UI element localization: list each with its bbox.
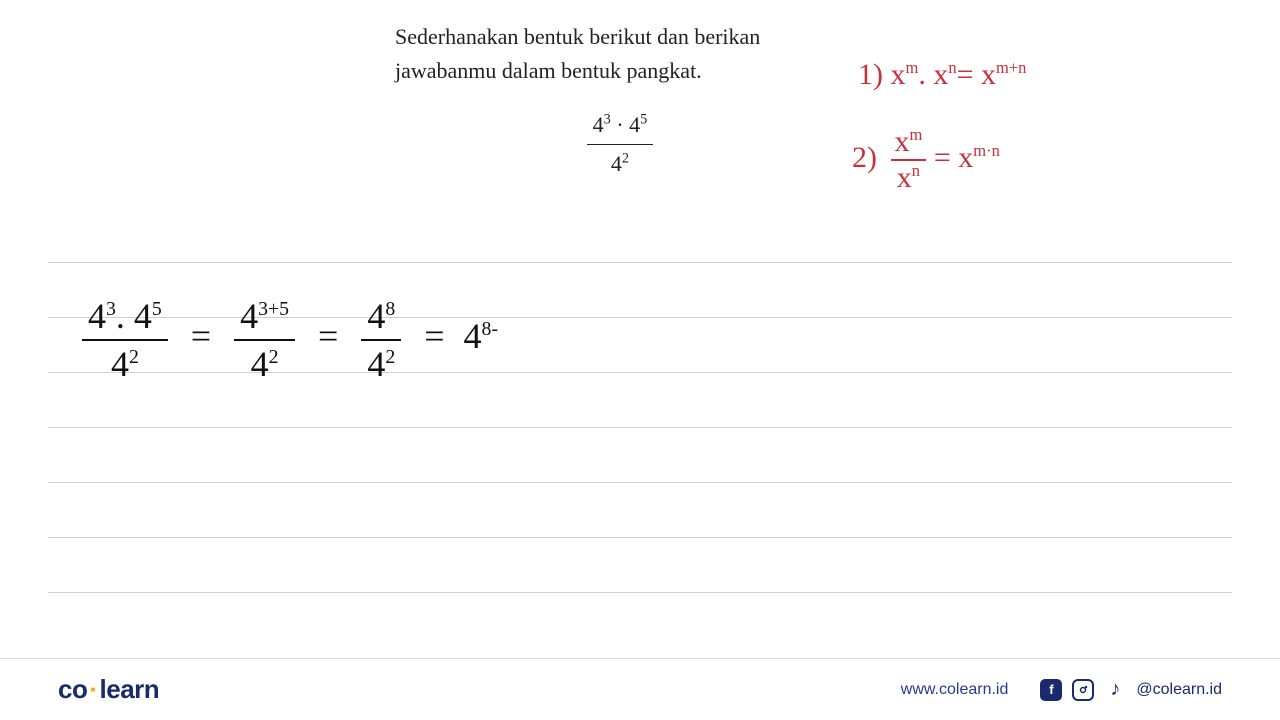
rule1-var1: x: [891, 58, 906, 91]
den-exp: 2: [622, 151, 629, 167]
rule1-exp1: m: [906, 58, 919, 77]
rule2-rhs-exp: m·n: [973, 141, 1000, 160]
num-exp2: 5: [640, 112, 647, 128]
s1-de: 2: [129, 346, 139, 368]
rule2-fraction: xm xn: [891, 125, 927, 195]
s2-de: 2: [269, 346, 279, 368]
exponent-rule-2: 2) xm xn = xm·n: [852, 125, 1000, 195]
rule1-rhs-var: x: [981, 58, 996, 91]
step3-den: 42: [361, 341, 401, 385]
colearn-logo: co·learn: [58, 674, 159, 705]
solution-work: 43. 45 42 = 43+5 42 = 48 42 = 48-: [78, 295, 498, 385]
s2-nb: 4: [240, 296, 258, 336]
rule2-label: 2): [852, 141, 877, 174]
step3-num: 48: [361, 295, 401, 341]
question-line2: jawabanmu dalam bentuk pangkat.: [395, 54, 845, 88]
footer-handle: @colearn.id: [1136, 681, 1222, 699]
rule1-rhs-exp: m+n: [996, 58, 1026, 77]
s1-ne1: 3: [106, 298, 116, 320]
s4-e: 8-: [482, 318, 498, 340]
eq2: =: [318, 316, 338, 356]
step1-fraction: 43. 45 42: [82, 295, 168, 385]
facebook-icon: f: [1040, 679, 1062, 701]
s1-db: 4: [111, 344, 129, 384]
rule1-label: 1): [858, 58, 883, 91]
rule1-eq: =: [957, 58, 974, 91]
s3-ne: 8: [385, 298, 395, 320]
rule-line: [48, 208, 1232, 263]
step2-fraction: 43+5 42: [234, 295, 295, 385]
problem-numerator: 43 · 45: [587, 108, 654, 145]
footer-bar: co·learn www.colearn.id f ♪ @colearn.id: [0, 658, 1280, 720]
step1-num: 43. 45: [82, 295, 168, 341]
rule2-den-var: x: [897, 161, 912, 194]
s2-db: 4: [251, 344, 269, 384]
question-line1: Sederhanakan bentuk berikut dan berikan: [395, 20, 845, 54]
rule2-num: xm: [891, 125, 927, 161]
s1-dot: .: [116, 296, 125, 336]
num-base2: 4: [629, 112, 640, 137]
step1-den: 42: [82, 341, 168, 385]
step3-fraction: 48 42: [361, 295, 401, 385]
num-base1: 4: [593, 112, 604, 137]
logo-learn: learn: [100, 674, 160, 704]
rule2-den-exp: n: [912, 161, 920, 180]
den-base: 4: [611, 151, 622, 176]
instagram-icon: [1072, 679, 1094, 701]
rule-line: [48, 538, 1232, 593]
problem-fraction: 43 · 45 42: [587, 108, 654, 181]
s2-ne: 3+5: [258, 298, 289, 320]
step2-num: 43+5: [234, 295, 295, 341]
question-problem: 43 · 45 42: [395, 108, 845, 181]
logo-dot: ·: [89, 674, 97, 704]
footer-url: www.colearn.id: [901, 681, 1009, 699]
footer-right: www.colearn.id f ♪ @colearn.id: [901, 679, 1222, 701]
rule-line: [48, 428, 1232, 483]
s1-ne2: 5: [152, 298, 162, 320]
s3-de: 2: [385, 346, 395, 368]
step4-result: 48-: [464, 316, 498, 356]
logo-co: co: [58, 674, 87, 704]
rule2-num-exp: m: [910, 125, 923, 144]
problem-denominator: 42: [587, 145, 654, 181]
num-exp1: 3: [604, 112, 611, 128]
step2-den: 42: [234, 341, 295, 385]
s3-nb: 4: [367, 296, 385, 336]
s4-b: 4: [464, 316, 482, 356]
num-dot: ·: [616, 112, 623, 137]
rule1-exp2: n: [948, 58, 956, 77]
rule1-dot: .: [918, 58, 926, 91]
rule2-den: xn: [891, 161, 927, 195]
s3-db: 4: [367, 344, 385, 384]
question-text: Sederhanakan bentuk berikut dan berikan …: [395, 20, 845, 181]
rule2-num-var: x: [895, 125, 910, 158]
rule-line: [48, 483, 1232, 538]
rule1-var2: x: [933, 58, 948, 91]
rule2-eq: =: [934, 141, 951, 174]
tiktok-icon: ♪: [1104, 679, 1126, 701]
eq1: =: [191, 316, 211, 356]
exponent-rule-1: 1) xm. xn= xm+n: [858, 58, 1026, 92]
s1-nb1: 4: [88, 296, 106, 336]
ruled-paper-lines: [48, 208, 1232, 593]
s1-nb2: 4: [134, 296, 152, 336]
rule2-rhs-var: x: [958, 141, 973, 174]
eq3: =: [424, 316, 444, 356]
